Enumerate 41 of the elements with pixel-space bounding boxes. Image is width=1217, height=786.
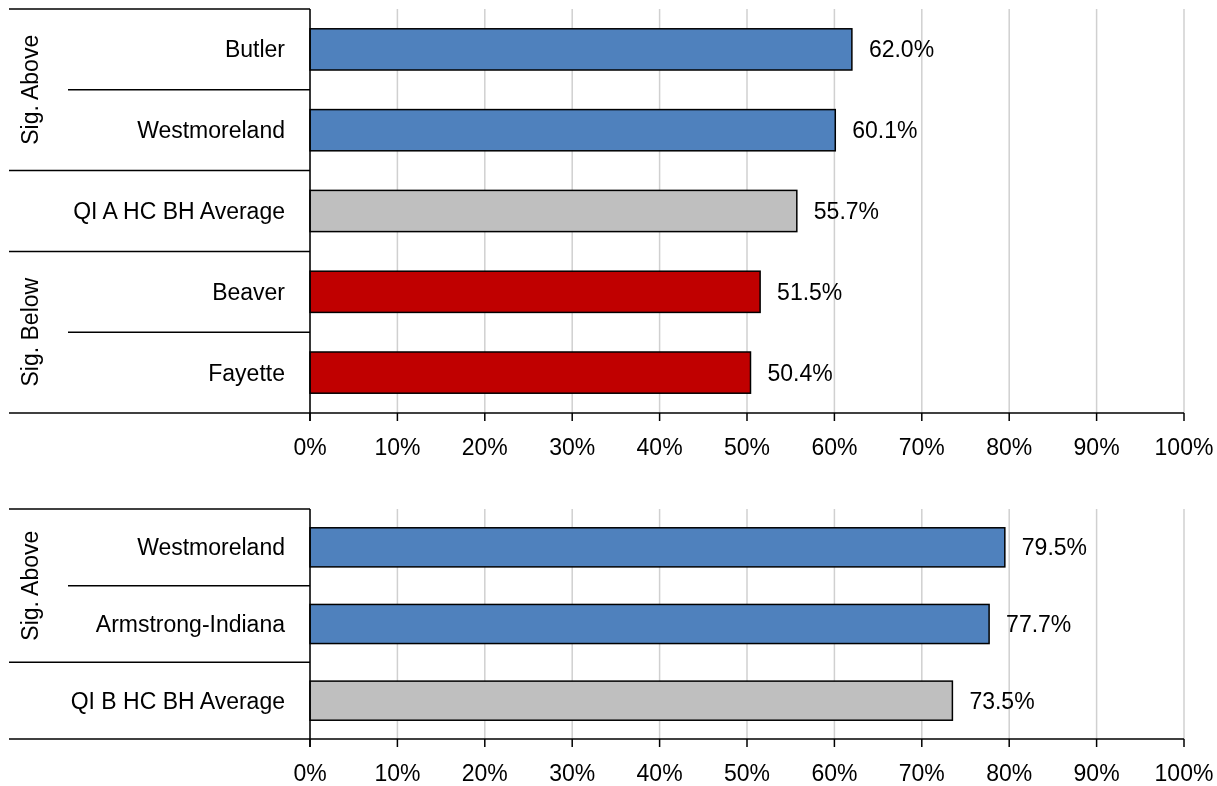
data-label: 60.1% [852, 117, 918, 144]
text: Sig. Below [17, 277, 44, 387]
x-tick-label: 60% [811, 760, 858, 786]
text: Sig. Above [17, 530, 44, 641]
y-tick-label: Fayette [208, 359, 285, 386]
data-label: 73.5% [969, 687, 1035, 714]
x-tick-label: 90% [1073, 760, 1120, 786]
x-tick-label: 20% [461, 434, 508, 461]
x-tick-label: 0% [293, 434, 327, 461]
x-tick-label: 90% [1073, 434, 1120, 461]
x-tick-label: 70% [898, 760, 945, 786]
x-tick-label: 80% [986, 434, 1033, 461]
data-label: 50.4% [767, 359, 833, 386]
x-tick-label: 40% [636, 760, 683, 786]
x-tick-label: 80% [986, 760, 1033, 786]
x-tick-label: 70% [898, 434, 945, 461]
data-label: 55.7% [813, 198, 880, 225]
y-tick-label: Westmoreland [137, 534, 285, 561]
x-tick-label: 60% [811, 434, 858, 461]
data-label: 62.0% [868, 36, 935, 63]
x-tick-label: 50% [723, 760, 771, 786]
x-tick-label: 10% [374, 434, 421, 461]
x-tick-label: 30% [549, 760, 596, 786]
x-tick-label: 10% [374, 760, 421, 786]
data-label: 51.5% [777, 278, 843, 305]
y-tick-label: QI B HC BH Average [70, 687, 285, 714]
text: Sig. Above [17, 34, 44, 145]
x-tick-label: 20% [461, 760, 508, 786]
data-label: 79.5% [1021, 534, 1088, 561]
x-tick-label: 40% [636, 434, 683, 461]
x-tick-label: 30% [549, 434, 596, 461]
x-tick-label: 100% [1154, 760, 1214, 786]
data-label: 77.7% [1006, 611, 1072, 638]
y-tick-label: Beaver [212, 278, 286, 305]
y-tick-label: Armstrong-Indiana [95, 611, 286, 638]
x-tick-label: 0% [293, 760, 327, 786]
x-tick-label: 100% [1154, 434, 1214, 461]
x-tick-label: 50% [723, 434, 771, 461]
y-tick-label: Westmoreland [137, 117, 285, 144]
y-tick-label: Butler [224, 36, 286, 63]
y-tick-label: QI A HC BH Average [73, 198, 285, 225]
